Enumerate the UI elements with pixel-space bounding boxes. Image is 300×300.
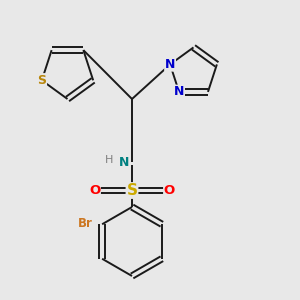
- Text: O: O: [89, 184, 100, 197]
- Text: N: N: [119, 155, 130, 169]
- Text: S: S: [127, 183, 137, 198]
- Text: Br: Br: [78, 217, 93, 230]
- Text: H: H: [105, 154, 114, 165]
- Text: O: O: [164, 184, 175, 197]
- Text: N: N: [165, 58, 175, 71]
- Text: S: S: [37, 74, 46, 87]
- Text: N: N: [174, 85, 184, 98]
